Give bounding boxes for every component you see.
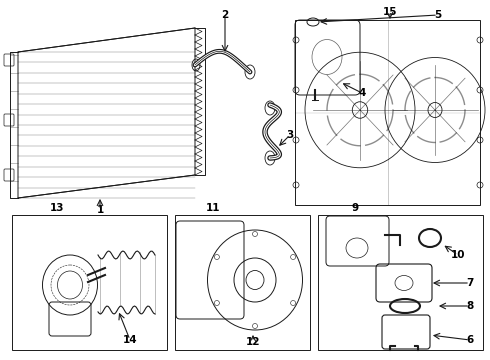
Bar bbox=[175, 215, 310, 350]
Text: 10: 10 bbox=[451, 250, 465, 260]
Text: 2: 2 bbox=[221, 10, 229, 20]
Text: 5: 5 bbox=[434, 10, 441, 20]
Bar bbox=[295, 20, 480, 205]
Bar bbox=[318, 215, 483, 350]
Bar bbox=[12, 215, 167, 350]
Text: 9: 9 bbox=[351, 203, 359, 213]
Text: 7: 7 bbox=[466, 278, 474, 288]
Text: 4: 4 bbox=[358, 88, 366, 98]
Text: 3: 3 bbox=[286, 130, 294, 140]
Text: 11: 11 bbox=[206, 203, 220, 213]
Text: 6: 6 bbox=[466, 335, 474, 345]
Text: 1: 1 bbox=[97, 205, 103, 215]
Text: 15: 15 bbox=[383, 7, 397, 17]
Text: 8: 8 bbox=[466, 301, 474, 311]
Text: 14: 14 bbox=[122, 335, 137, 345]
Text: 12: 12 bbox=[246, 337, 260, 347]
Text: 13: 13 bbox=[50, 203, 64, 213]
